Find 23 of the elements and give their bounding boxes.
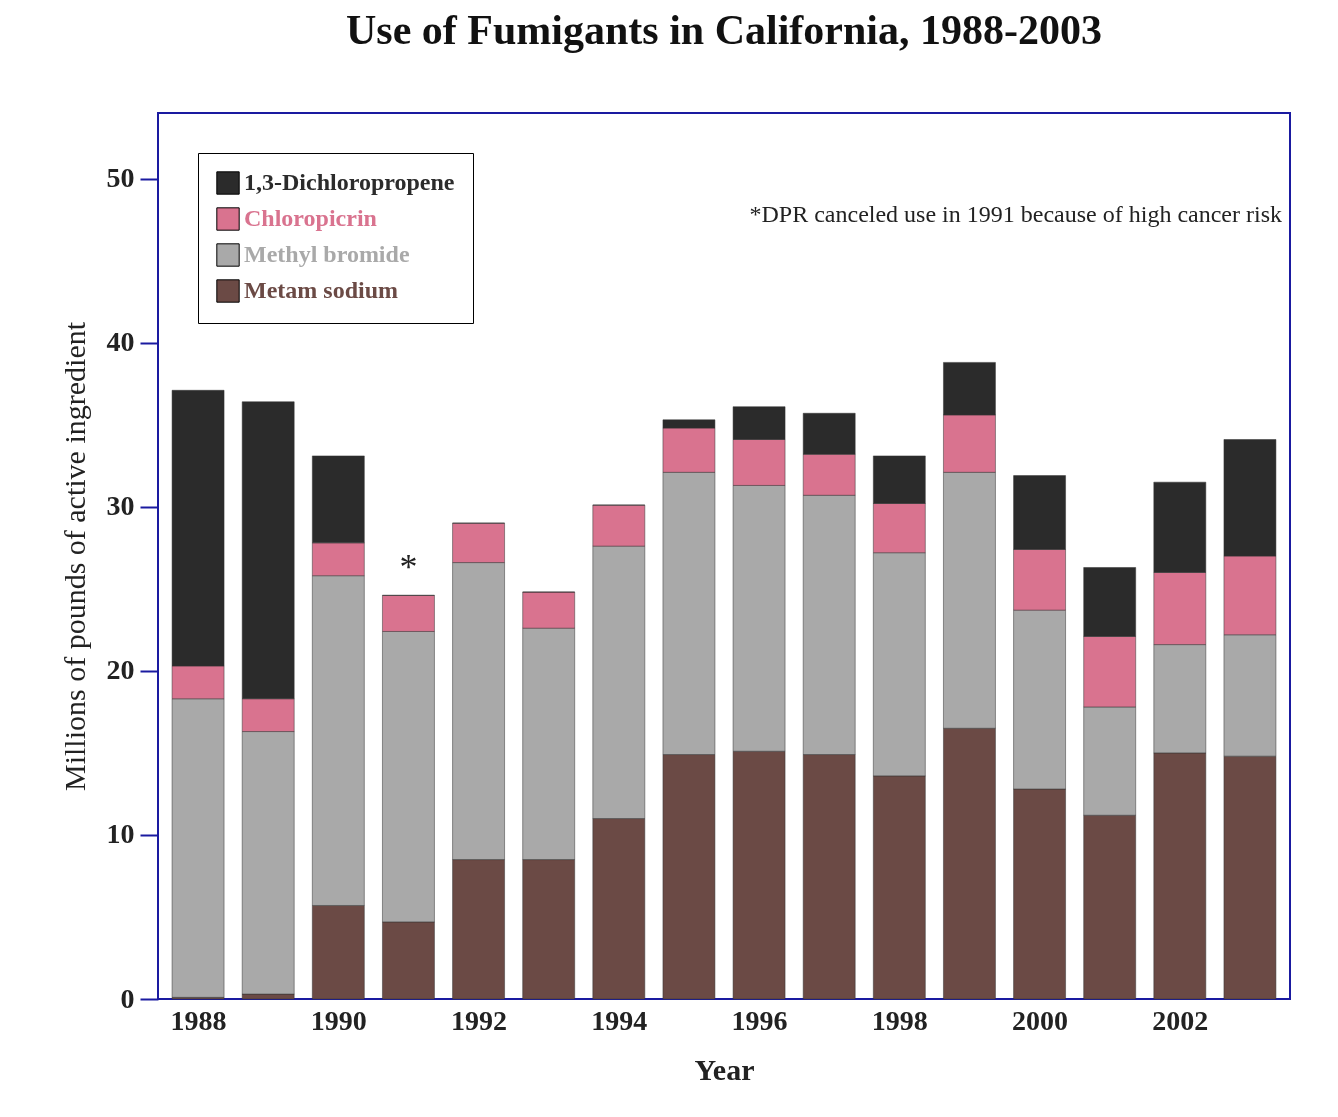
x-tick-label: 1988 xyxy=(170,1004,227,1036)
y-tick-label: 10 xyxy=(106,818,135,850)
x-tick-label: 1998 xyxy=(871,1004,928,1036)
y-tick-label: 30 xyxy=(106,490,135,522)
x-tick-label: 1994 xyxy=(591,1004,648,1036)
x-tick-label: 1992 xyxy=(451,1004,508,1036)
x-axis-title: Year xyxy=(694,1052,755,1086)
legend-label: Chloropicrin xyxy=(244,205,377,231)
y-tick-label: 20 xyxy=(106,654,135,686)
annotation: *DPR canceled use in 1991 because of high cancer risk xyxy=(749,201,1282,227)
x-tick-label: 2000 xyxy=(1012,1004,1069,1036)
x-tick-label: 1996 xyxy=(731,1004,788,1036)
legend-label: Metam sodium xyxy=(244,277,398,303)
y-axis-title: Millions of pounds of active ingredient xyxy=(57,321,91,792)
annotation: * xyxy=(399,547,418,588)
y-tick-label: 0 xyxy=(120,982,135,1014)
legend-label: 1,3-Dichloropropene xyxy=(244,169,455,195)
y-tick-label: 50 xyxy=(106,162,135,194)
y-tick-label: 40 xyxy=(106,326,135,358)
x-tick-label: 2002 xyxy=(1152,1004,1209,1036)
chart-title: Use of Fumigants in California, 1988-2003 xyxy=(346,7,1102,53)
x-tick-label: 1990 xyxy=(310,1004,367,1036)
legend-label: Methyl bromide xyxy=(244,241,410,267)
